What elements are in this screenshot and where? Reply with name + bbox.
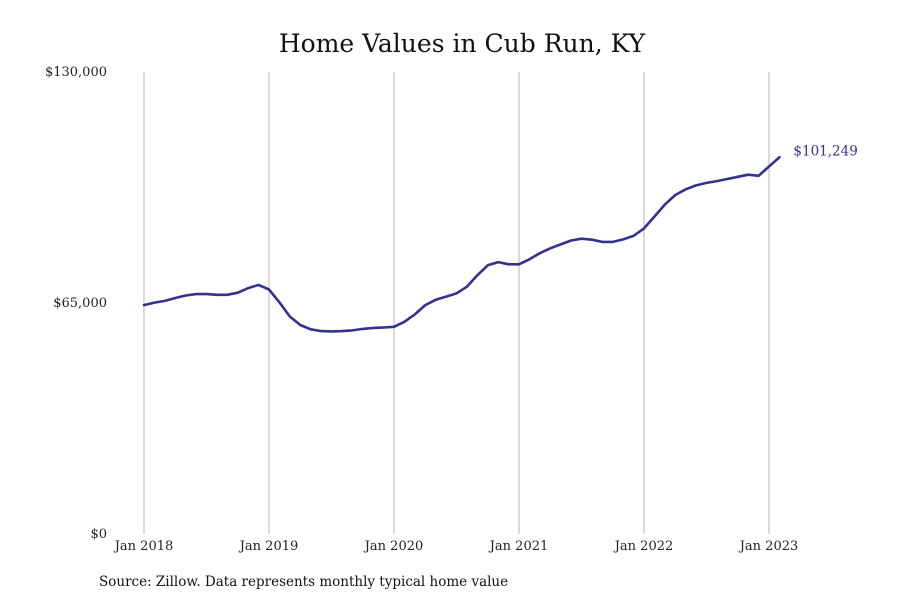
x-tick-label: Jan 2022 xyxy=(613,539,674,554)
y-tick-label: $65,000 xyxy=(53,296,107,311)
y-tick-label: $0 xyxy=(90,527,107,542)
x-tick-label: Jan 2018 xyxy=(113,539,174,554)
source-note: Source: Zillow. Data represents monthly … xyxy=(99,574,508,590)
x-axis-ticks: Jan 2018 Jan 2019 Jan 2020 Jan 2021 Jan 2022… xyxy=(113,539,799,554)
y-axis-ticks: $0 $65,000 $130,000 xyxy=(45,65,107,542)
y-tick-label: $130,000 xyxy=(45,65,107,80)
x-tick-label: Jan 2020 xyxy=(363,539,424,554)
grid-lines xyxy=(143,72,770,534)
x-tick-label: Jan 2023 xyxy=(738,539,799,554)
x-tick-label: Jan 2019 xyxy=(238,539,299,554)
series-group: $101,249 xyxy=(142,143,858,333)
series-line xyxy=(142,156,781,333)
x-tick-label: Jan 2021 xyxy=(488,539,549,554)
chart-title: Home Values in Cub Run, KY xyxy=(279,29,646,58)
end-value-label: $101,249 xyxy=(793,143,857,159)
